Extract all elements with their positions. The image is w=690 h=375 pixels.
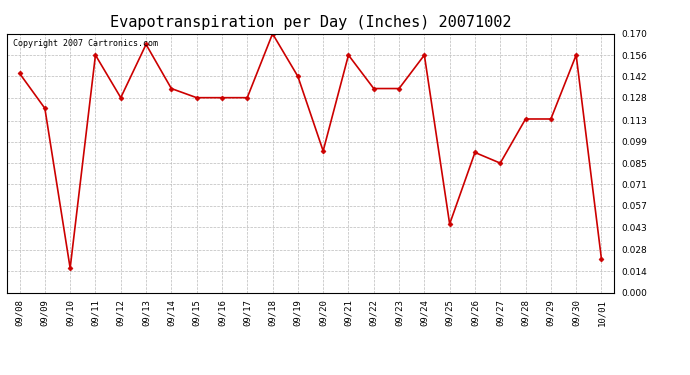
Text: Evapotranspiration per Day (Inches) 20071002: Evapotranspiration per Day (Inches) 2007…: [110, 15, 511, 30]
Text: Copyright 2007 Cartronics.com: Copyright 2007 Cartronics.com: [13, 39, 158, 48]
